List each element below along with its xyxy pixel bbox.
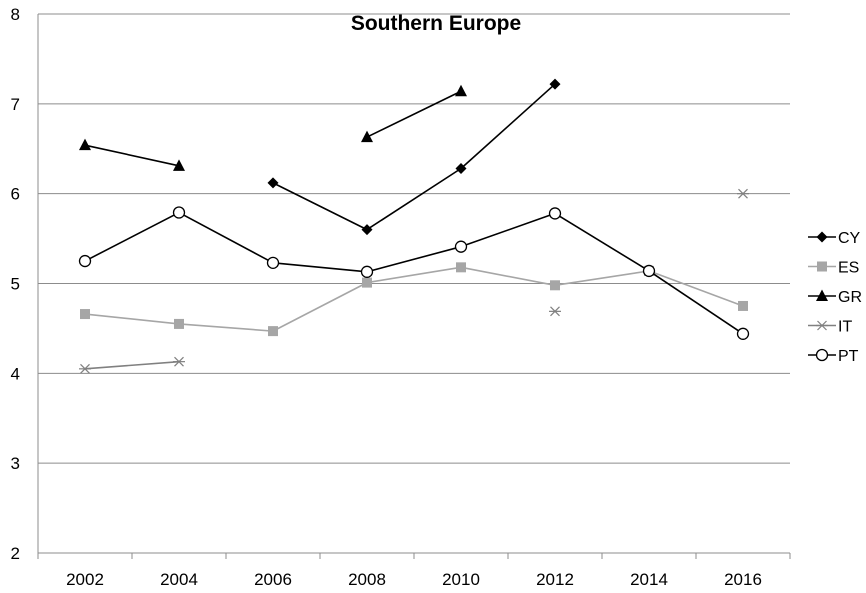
data-point-pt (454, 240, 468, 253)
legend-marker (816, 231, 828, 243)
data-point-gr (361, 130, 373, 143)
data-point-es (268, 326, 278, 337)
series-gr (79, 84, 467, 171)
y-tick-label: 4 (11, 364, 20, 383)
y-tick-label: 7 (11, 95, 20, 114)
x-tick-label: 2006 (254, 570, 292, 589)
x-tick-label: 2014 (630, 570, 668, 589)
data-point-es (362, 277, 372, 288)
series-line-segment (460, 266, 556, 287)
data-point-pt (266, 256, 280, 269)
series-line-segment (460, 212, 556, 248)
series-line-segment (366, 90, 462, 138)
data-point-es (80, 309, 90, 320)
y-tick-label: 8 (11, 5, 20, 24)
legend-marker (816, 289, 828, 301)
data-point-cy (361, 224, 373, 236)
series-line-segment (178, 323, 274, 332)
series-line-segment (84, 313, 180, 325)
data-point-pt (548, 207, 562, 220)
legend-marker (815, 348, 829, 362)
series-cy (267, 78, 561, 236)
data-point-pt (736, 327, 750, 340)
x-tick-label: 2012 (536, 570, 574, 589)
series-line-segment (178, 211, 274, 264)
legend-item: PT (808, 348, 859, 365)
x-tick-label: 2008 (348, 570, 386, 589)
series-line-segment (366, 245, 462, 273)
data-point-es (174, 318, 184, 329)
legend-label: GR (838, 289, 862, 306)
gridlines (38, 13, 790, 464)
legend-item: CY (808, 230, 861, 247)
legend-label: CY (838, 230, 861, 247)
data-point-gr (173, 159, 185, 171)
data-point-pt (360, 265, 374, 278)
series-line-segment (272, 182, 368, 231)
legend-label: PT (838, 348, 859, 365)
legend-item: ES (808, 260, 859, 277)
data-point-it (737, 188, 749, 199)
data-point-cy (455, 163, 467, 175)
x-tick-label: 2016 (724, 570, 762, 589)
data-point-pt (172, 206, 186, 219)
series-pt (78, 206, 750, 340)
x-tick-label: 2002 (66, 570, 104, 589)
series-line-segment (272, 281, 368, 332)
legend-item: GR (808, 289, 862, 306)
data-point-es (456, 262, 466, 273)
data-point-gr (455, 84, 467, 97)
data-point-es (738, 300, 748, 311)
series-line-segment (84, 211, 180, 262)
axes: 2 3 4 5 6 7 8 2002 2004 2006 2008 2010 2012 2014 2016 (11, 5, 791, 589)
series-line-segment (648, 270, 744, 307)
x-tick-label: 2010 (442, 570, 480, 589)
data-point-pt (642, 264, 656, 278)
chart-title: Southern Europe (351, 12, 521, 35)
legend: CY ES GR IT PT (808, 230, 862, 365)
legend-marker (817, 261, 827, 272)
series-line-segment (554, 270, 650, 287)
series-line-segment (366, 167, 462, 231)
data-point-it (549, 306, 561, 317)
series-line-segment (84, 144, 180, 167)
legend-marker (816, 320, 828, 331)
series-line-segment (272, 262, 368, 273)
data-point-cy (549, 78, 561, 90)
y-tick-label: 2 (11, 544, 20, 563)
series-line-segment (460, 83, 556, 170)
data-point-it (173, 356, 185, 367)
y-tick-label: 6 (11, 185, 20, 204)
series-it (79, 188, 749, 374)
y-tick-label: 5 (11, 275, 20, 294)
x-tick-label: 2004 (160, 570, 198, 589)
data-point-cy (267, 177, 279, 189)
series-line-segment (366, 266, 462, 284)
data-point-pt (78, 254, 92, 268)
data-point-gr (79, 138, 91, 151)
legend-item: IT (808, 319, 852, 336)
legend-label: ES (838, 260, 859, 277)
series-group (78, 78, 750, 374)
data-point-es (550, 280, 560, 291)
series-line-segment (648, 270, 744, 335)
data-point-it (79, 363, 91, 374)
legend-label: IT (838, 319, 852, 336)
series-line-segment (84, 360, 180, 370)
y-tick-label: 3 (11, 454, 20, 473)
series-line-segment (554, 212, 650, 272)
